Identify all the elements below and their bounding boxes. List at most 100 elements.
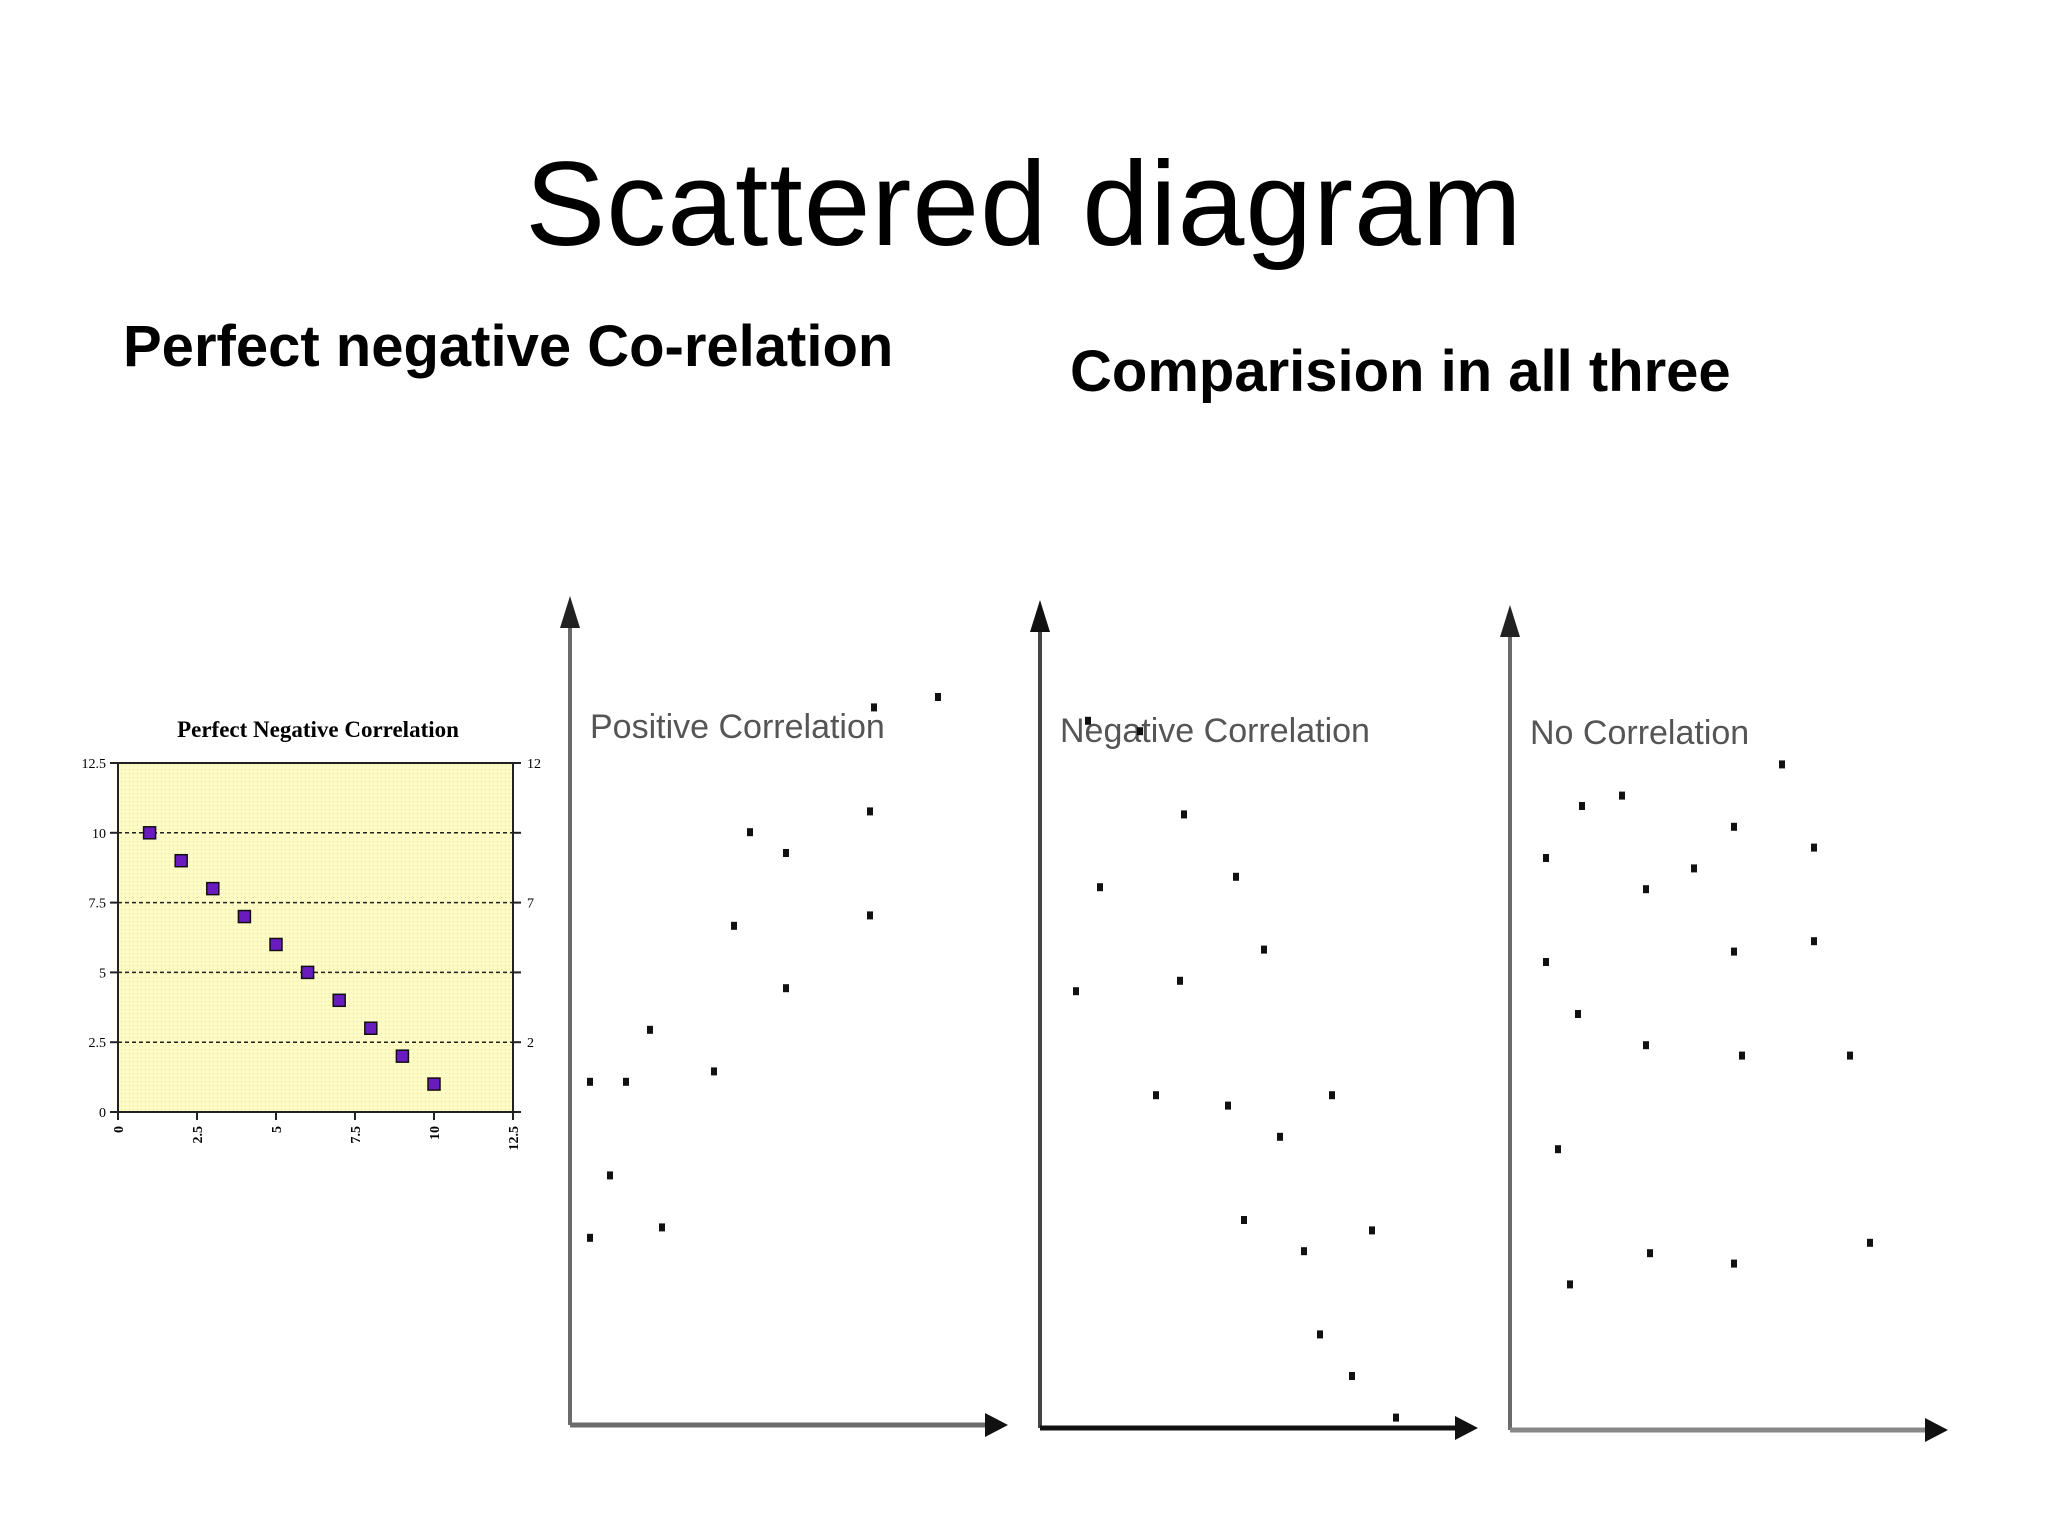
data-point [395,1049,410,1063]
chart-title: Positive Correlation [590,708,885,746]
y-axis-arrow-icon [560,596,580,628]
data-point [1543,854,1549,862]
data-point [623,1077,629,1086]
data-point [1153,1091,1159,1100]
data-point [1317,1330,1323,1339]
y-tick-label: 7.5 [89,897,107,912]
negative-correlation-chart: Negative Correlation [1030,600,1478,1440]
right-tick-label: 2 [527,1036,534,1051]
data-point [1739,1051,1745,1060]
data-point [1643,1041,1649,1050]
y-tick-labels: 0 2.5 5 7.5 10 12.5 [82,757,118,1121]
data-point [1225,1101,1231,1110]
data-point [647,1025,653,1034]
x-tick-label: 0 [112,1126,127,1133]
data-point [587,1233,593,1242]
data-point [711,1067,717,1076]
x-tick-label: 2.5 [191,1126,206,1144]
y-axis-arrow-icon [1500,605,1520,637]
right-heading: Comparision in all three [1070,339,1731,404]
data-point [1349,1372,1355,1380]
data-point [1137,727,1143,736]
data-point [1241,1216,1247,1224]
data-point [871,703,877,712]
grid-lines [118,832,513,1043]
data-point [867,807,873,816]
data-point [1097,883,1103,892]
data-point [237,909,252,924]
data-point [1811,937,1817,946]
y-tick-label: 12.5 [82,757,107,772]
data-point [1177,976,1183,985]
data-point [1233,872,1239,881]
data-point [1811,843,1817,852]
right-tick-label: 7 [527,897,534,912]
data-point [1579,802,1585,810]
data-point [1731,947,1737,956]
data-point [1731,822,1737,831]
data-point [1555,1145,1561,1154]
data-point [731,921,737,930]
data-point [587,1077,593,1086]
data-point [300,965,315,980]
data-point [206,881,220,896]
data-point [142,826,157,840]
perfect-negative-chart: Perfect Negative Correlation 0 2.5 5 7.5 10 1… [82,717,542,1151]
data-point [867,911,873,920]
data-point [1847,1051,1853,1060]
data-point [364,1021,378,1035]
y-tick-label: 10 [92,827,106,842]
data-point [1867,1238,1873,1247]
right-tick-label: 12 [527,757,541,772]
data-point [1731,1259,1737,1268]
data-point [1575,1010,1581,1018]
y-axis-arrow-icon [1030,600,1050,632]
data-point [269,937,283,952]
x-tick-label: 7.5 [349,1126,364,1144]
data-point [1369,1226,1375,1235]
data-point [174,853,188,868]
data-points [142,826,441,1091]
data-point [1261,945,1267,954]
y-tick-label: 0 [99,1106,106,1121]
data-point [747,828,753,837]
data-point [1073,987,1079,996]
data-points [1073,716,1399,1422]
data-point [1181,810,1187,819]
positive-correlation-chart: Positive Correlation [560,596,1008,1437]
data-point [1277,1132,1283,1141]
chart-title: Perfect Negative Correlation [177,717,459,742]
data-point [1619,791,1625,800]
x-tick-label: 10 [428,1126,443,1140]
no-correlation-chart: No Correlation [1500,605,1948,1442]
left-heading: Perfect negative Co-relation [123,314,894,379]
y-tick-label: 5 [99,966,106,981]
data-point [607,1171,613,1180]
data-point [659,1223,665,1232]
data-point [427,1077,441,1091]
data-point [1301,1247,1307,1256]
chart-title: No Correlation [1530,714,1749,752]
data-point [783,984,789,993]
x-axis-arrow-icon [1925,1418,1948,1442]
data-point [1647,1249,1653,1258]
data-point [1643,885,1649,894]
data-point [935,693,941,701]
data-point [1085,716,1091,725]
x-tick-label: 5 [270,1126,285,1133]
x-axis-arrow-icon [1455,1416,1478,1440]
plot-area [117,762,514,1113]
data-points [1543,760,1873,1289]
data-point [1779,760,1785,769]
data-point [783,849,789,857]
data-point [1691,864,1697,873]
right-tick-labels: 2 7 12 [513,757,541,1113]
data-point [1567,1280,1573,1289]
x-tick-labels: 0 2.5 5 7.5 10 12.5 [112,1112,522,1151]
data-point [1543,958,1549,966]
chart-title: Negative Correlation [1060,712,1370,750]
x-tick-label: 12.5 [507,1126,522,1151]
data-points [587,693,941,1242]
data-point [1329,1091,1335,1100]
y-tick-label: 2.5 [89,1036,107,1051]
